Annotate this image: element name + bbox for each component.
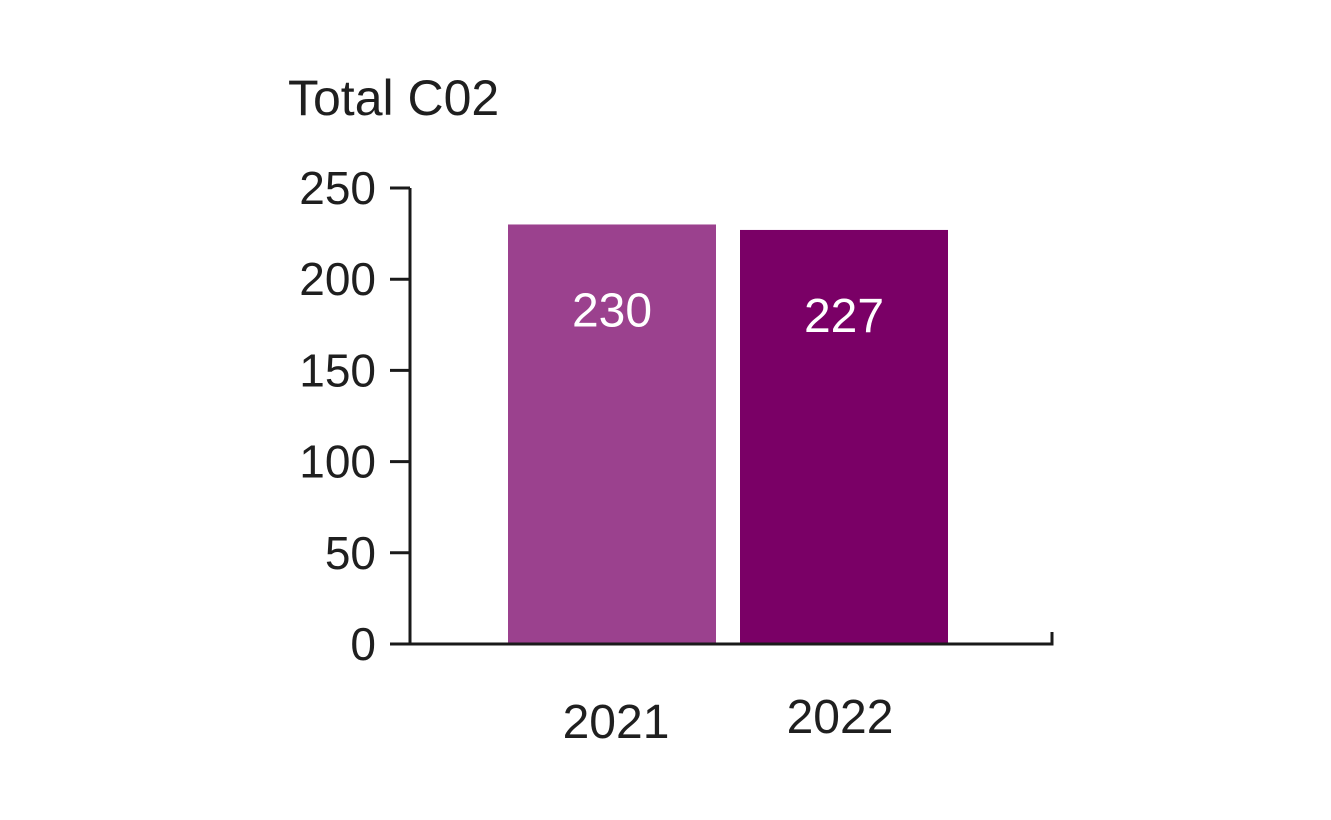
y-tick-label: 150	[299, 344, 376, 396]
bar-value-label: 230	[572, 284, 652, 337]
bar-value-label: 227	[804, 290, 884, 343]
y-tick-label: 250	[299, 162, 376, 214]
y-axis-ticks: 0 50 100 150 200 250	[299, 162, 410, 670]
x-category-label: 2022	[787, 691, 894, 744]
bars: 230 227	[508, 224, 948, 645]
y-tick-label: 0	[350, 618, 376, 670]
y-tick-label: 50	[325, 527, 376, 579]
bar-2022	[740, 229, 948, 644]
axis-lines	[408, 188, 1054, 646]
x-category-label: 2021	[563, 696, 670, 749]
chart-title: Total C02	[288, 70, 499, 126]
x-axis-labels: 2021 2022	[563, 691, 894, 749]
bar-2021	[508, 224, 716, 645]
y-tick-label: 200	[299, 253, 376, 305]
y-tick-label: 100	[299, 436, 376, 488]
